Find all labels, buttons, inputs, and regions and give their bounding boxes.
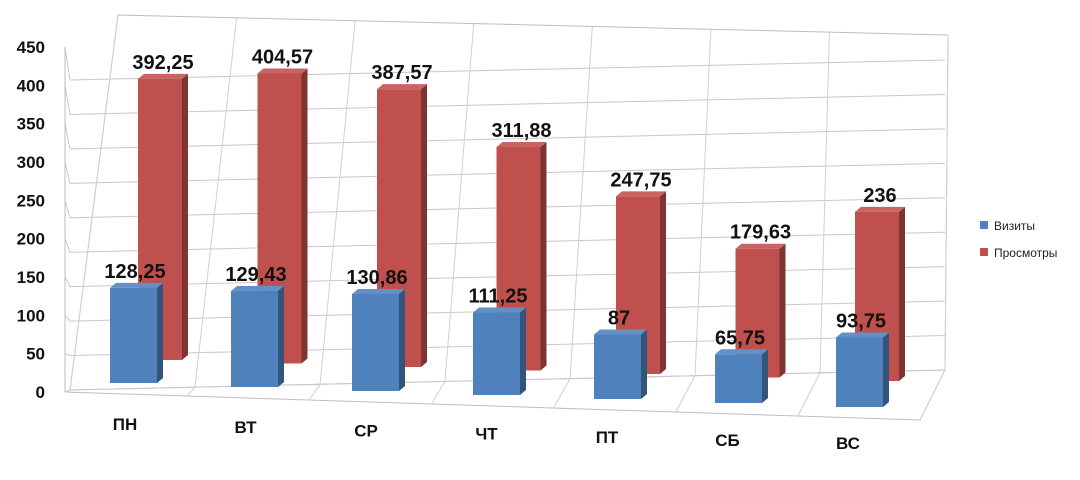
floor-divider [64,389,71,393]
data-label-vizity: 93,75 [836,311,886,333]
data-label-vizity: 87 [608,308,630,330]
x-tick-label: ПТ [596,428,619,447]
gridline-side [64,276,71,287]
data-label-prosmotry: 179,63 [730,222,791,244]
gridline-side [64,200,71,218]
y-tick-label: 100 [17,306,45,325]
floor-divider [431,381,446,405]
bar-vizity [594,329,647,399]
data-label-prosmotry: 404,57 [252,47,313,69]
data-label-vizity: 111,25 [469,286,528,308]
bar-vizity [110,282,163,383]
x-axis-ticks: ПН ВТ СР ЧТ ПТ СБ ВС [113,415,860,453]
data-labels: 392,25 128,25 404,57 129,43 387,57 130,86 311,… [104,47,896,350]
y-tick-label: 350 [17,115,45,134]
gridline-side [64,123,71,149]
y-tick-label: 200 [17,230,45,249]
y-tick-label: 450 [17,38,45,57]
gridline-vertical [319,20,356,385]
data-label-vizity: 128,25 [104,261,165,283]
gridline-vertical [569,26,593,379]
data-label-vizity: 129,43 [225,264,286,286]
gridline-vertical [194,17,238,388]
gridline-vertical [819,32,830,373]
data-label-prosmotry: 311,88 [491,120,551,142]
gridline-side [64,315,71,322]
bar-vizity [473,307,526,395]
y-tick-label: 250 [17,191,45,210]
gridline-vertical [694,29,712,376]
legend-swatch-prosmotry [980,248,988,256]
gridline-vertical [944,34,949,371]
legend-label-prosmotry: Просмотры [994,246,1057,260]
gridline-side [64,161,71,184]
y-axis-ticks: 0 50 100 150 200 250 300 350 400 450 [17,38,45,402]
floor-divider [186,386,196,397]
legend-label-vizity: Визиты [994,219,1035,233]
data-label-vizity: 130,86 [346,267,407,289]
data-label-vizity: 65,75 [715,327,765,349]
bar-vizity [836,332,889,407]
gridline-vertical [69,14,119,391]
gridline-side [64,46,71,81]
y-tick-label: 400 [17,76,45,95]
bar-vizity [715,349,768,403]
series-vizity [110,282,889,407]
floor-divider [553,378,571,409]
gridline-vertical [444,23,475,382]
bar-vizity [352,289,405,391]
data-label-prosmotry: 387,57 [371,62,432,84]
x-tick-label: ВТ [234,418,257,437]
gridline-side [64,85,71,115]
data-label-prosmotry: 247,75 [610,169,671,191]
floor-divider [919,369,946,421]
x-tick-label: ВС [836,434,860,453]
data-label-prosmotry: 392,25 [132,52,193,74]
data-label-prosmotry: 236 [863,185,896,207]
gridline [69,93,946,115]
gridline-side [64,353,71,357]
y-tick-label: 300 [17,153,45,172]
x-tick-label: СР [354,421,378,440]
gridline-side [64,238,71,253]
y-tick-label: 150 [17,268,45,287]
legend: Визиты Просмотры [980,219,1057,260]
y-tick-label: 50 [26,345,45,364]
y-tick-label: 0 [36,383,45,402]
x-tick-label: ПН [113,415,138,434]
gridline [69,59,946,81]
floor-divider [797,372,821,417]
gridline [69,128,946,150]
x-tick-label: СБ [715,431,740,450]
x-tick-label: ЧТ [475,425,498,444]
floor-divider [308,384,321,401]
legend-swatch-vizity [980,221,988,229]
bar-vizity [231,286,284,387]
floor-divider [675,375,696,413]
